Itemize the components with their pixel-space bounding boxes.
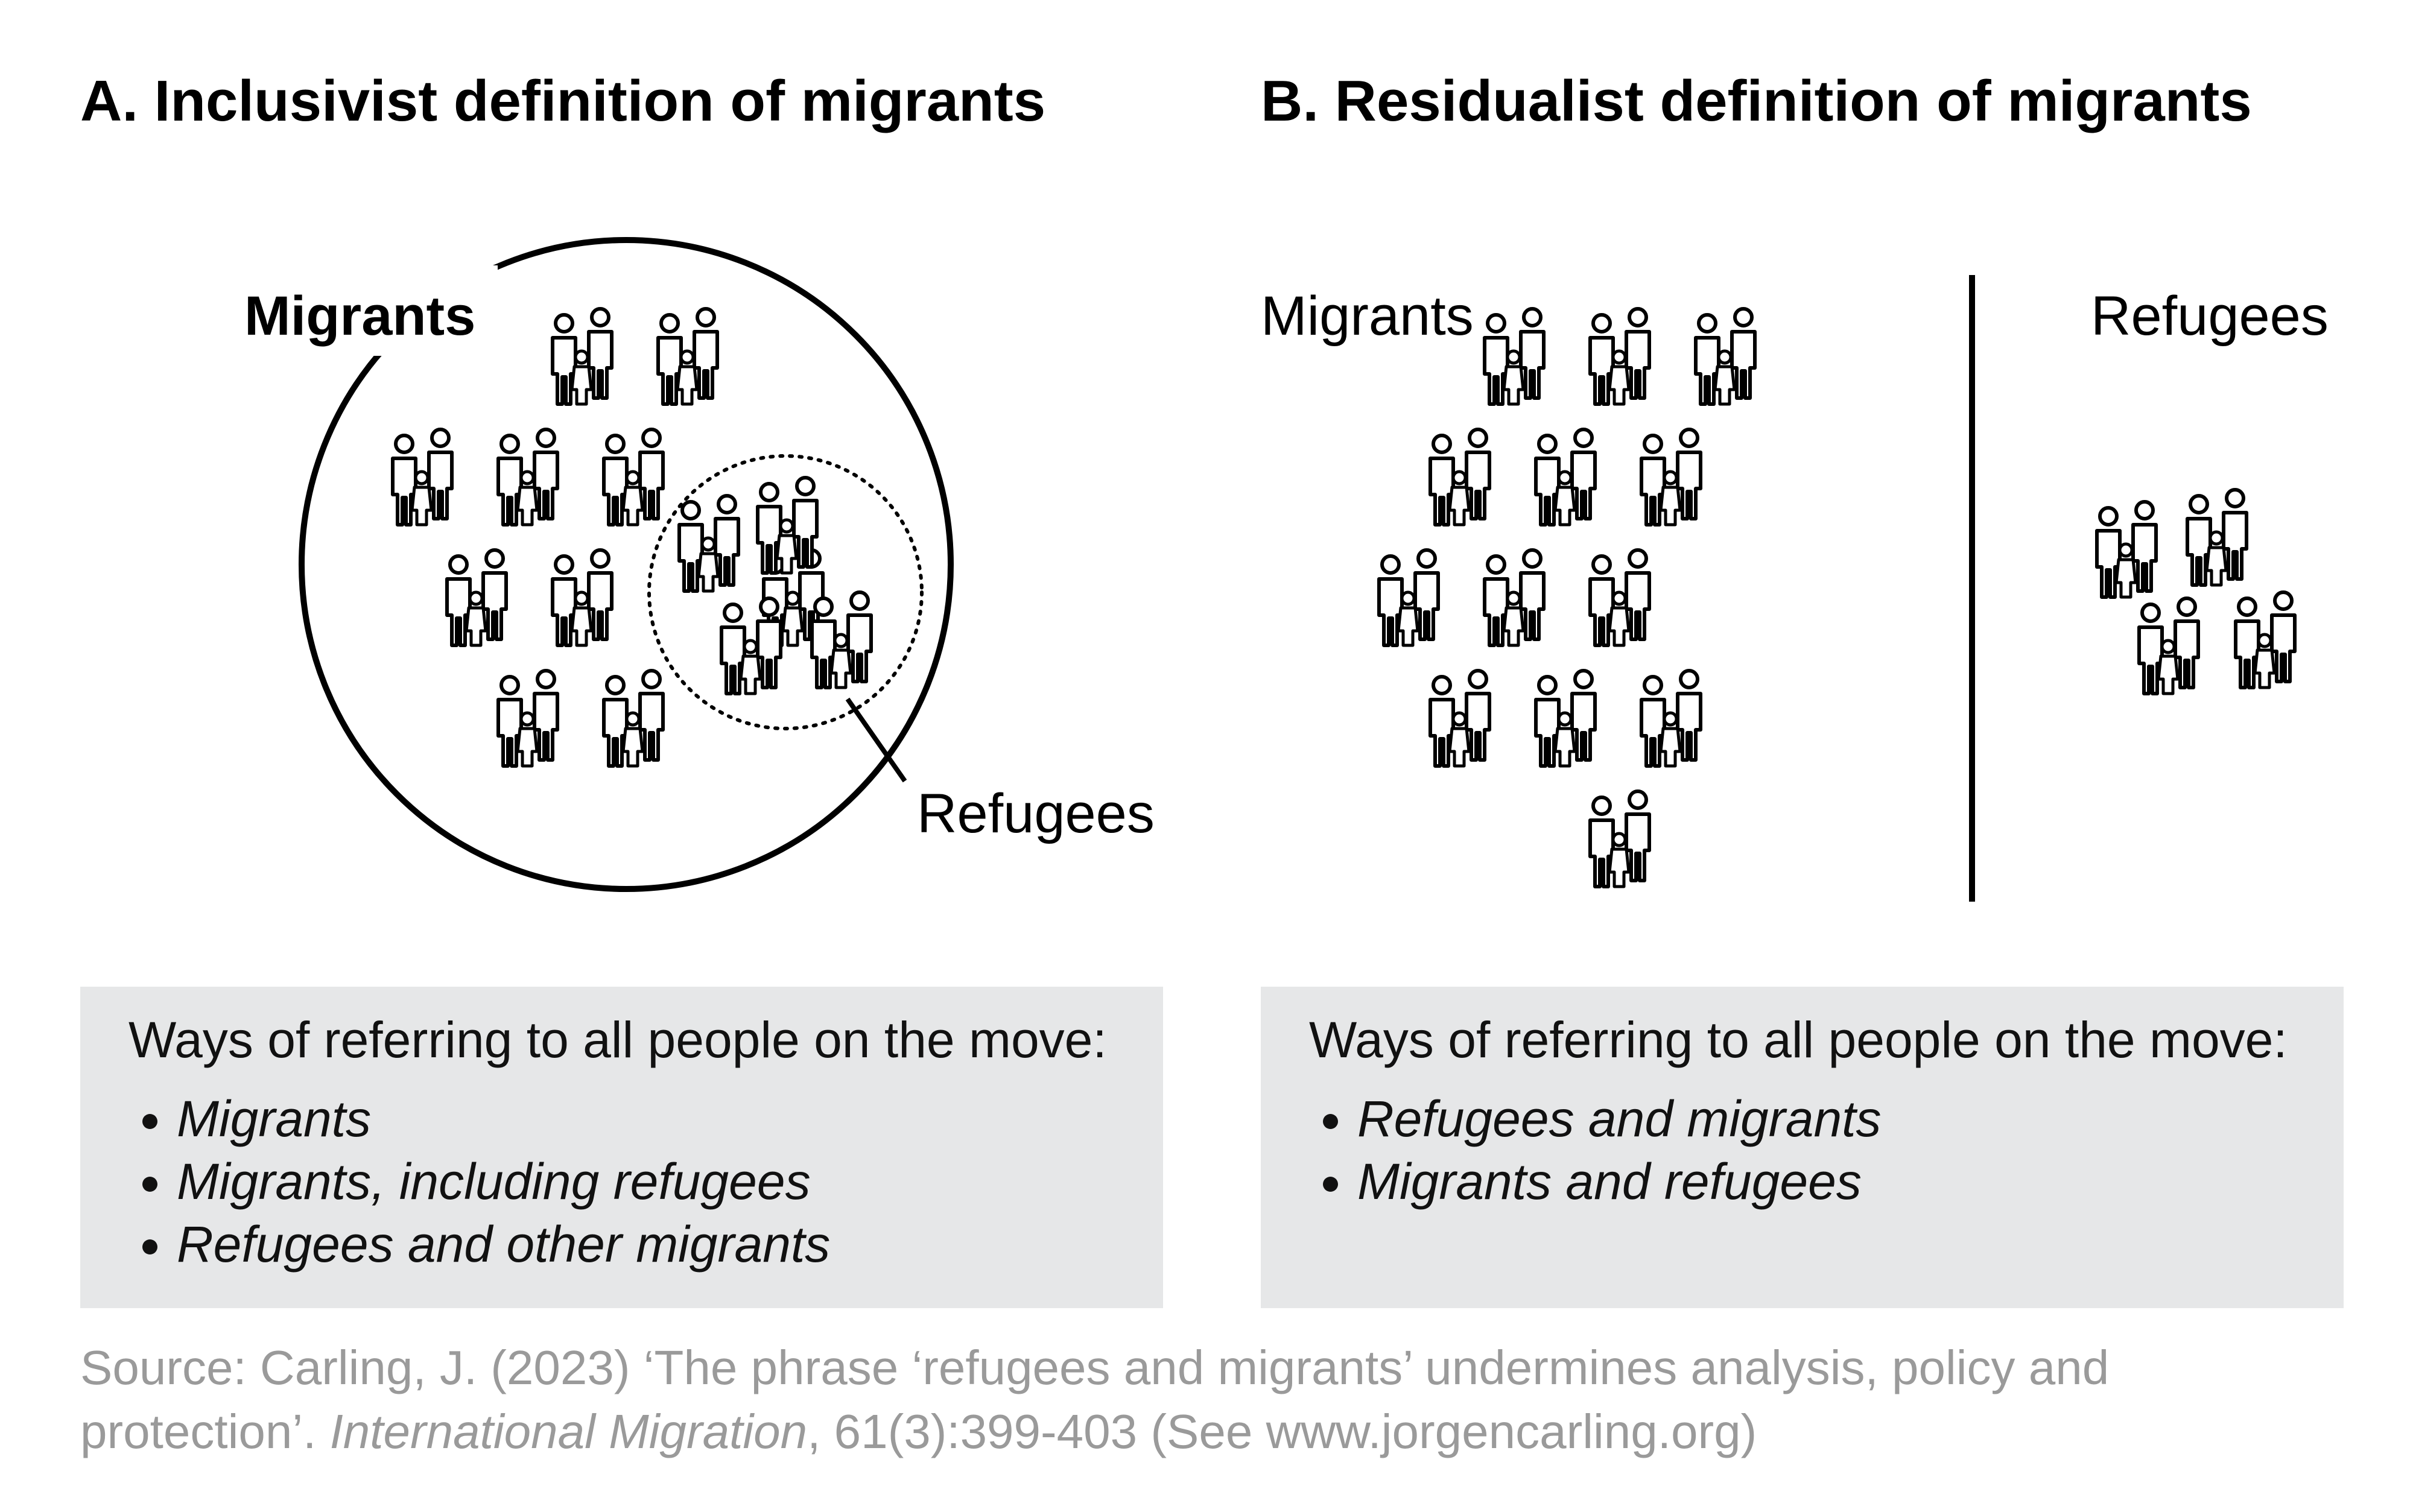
people-icon <box>1590 550 1649 645</box>
people-icon <box>1536 429 1595 525</box>
people-icon <box>1590 791 1649 887</box>
list: Migrants Migrants, including refugees Re… <box>128 1087 1115 1276</box>
people-icon <box>1430 429 1489 525</box>
migrants-label: Migrants <box>1261 285 1474 347</box>
source-text: , 61(3):399-403 (See www.jorgencarling.o… <box>807 1405 1757 1458</box>
people-icons <box>393 309 2295 887</box>
list-item: Migrants, including refugees <box>177 1150 1115 1213</box>
panel-b-title: B. Residualist definition of migrants <box>1261 69 2252 133</box>
refugees-label: Refugees <box>917 783 1155 844</box>
box-heading: Ways of referring to all people on the m… <box>1309 1011 2288 1068</box>
people-icon <box>1641 429 1701 525</box>
people-icon <box>393 429 452 525</box>
people-icon <box>2187 490 2247 585</box>
people-icon <box>1485 550 1544 645</box>
people-icon <box>604 429 663 525</box>
people-icon <box>2139 598 2198 694</box>
people-icon <box>447 550 506 645</box>
list-item: Migrants <box>177 1087 1115 1150</box>
people-icon <box>498 429 557 525</box>
people-icon <box>1430 671 1489 766</box>
list: Refugees and migrants Migrants and refug… <box>1309 1087 2295 1213</box>
people-icon <box>1379 550 1438 645</box>
people-icon <box>658 309 717 404</box>
source-note: Source: Carling, J. (2023) ‘The phrase ‘… <box>80 1336 2312 1464</box>
people-icon <box>721 598 781 694</box>
source-text: Source: Carling, J. (2023) ‘The phrase ‘… <box>80 1341 2110 1458</box>
people-icon <box>1641 671 1701 766</box>
people-icon <box>1485 309 1544 404</box>
people-icon <box>1590 309 1649 404</box>
people-icon <box>2236 592 2295 688</box>
people-icon <box>2097 502 2156 597</box>
people-icon <box>1696 309 1755 404</box>
panel-a-title: A. Inclusivist definition of migrants <box>80 69 1045 133</box>
text-box: Ways of referring to all people on the m… <box>80 987 1163 1308</box>
people-icon <box>1536 671 1595 766</box>
people-icon <box>553 309 612 404</box>
refugees-label: Refugees <box>2091 285 2329 347</box>
refugees-circle <box>647 454 924 730</box>
journal: International Migration <box>329 1405 808 1458</box>
box-heading: Ways of referring to all people on the m… <box>128 1011 1107 1068</box>
list-item: Refugees and migrants <box>1357 1087 2295 1150</box>
migrants-label: Migrants <box>244 285 475 347</box>
people-icon <box>812 592 871 688</box>
people-icon <box>679 496 738 591</box>
people-icon <box>758 478 817 573</box>
list-item: Refugees and other migrants <box>177 1213 1115 1276</box>
leader-line <box>845 697 907 783</box>
label-mask <box>238 265 498 356</box>
list-item: Migrants and refugees <box>1357 1150 2295 1213</box>
people-icon <box>498 671 557 766</box>
text-box: Ways of referring to all people on the m… <box>1261 987 2344 1308</box>
migrants-circle <box>299 237 954 892</box>
people-icon <box>604 671 663 766</box>
people-icon <box>553 550 612 645</box>
